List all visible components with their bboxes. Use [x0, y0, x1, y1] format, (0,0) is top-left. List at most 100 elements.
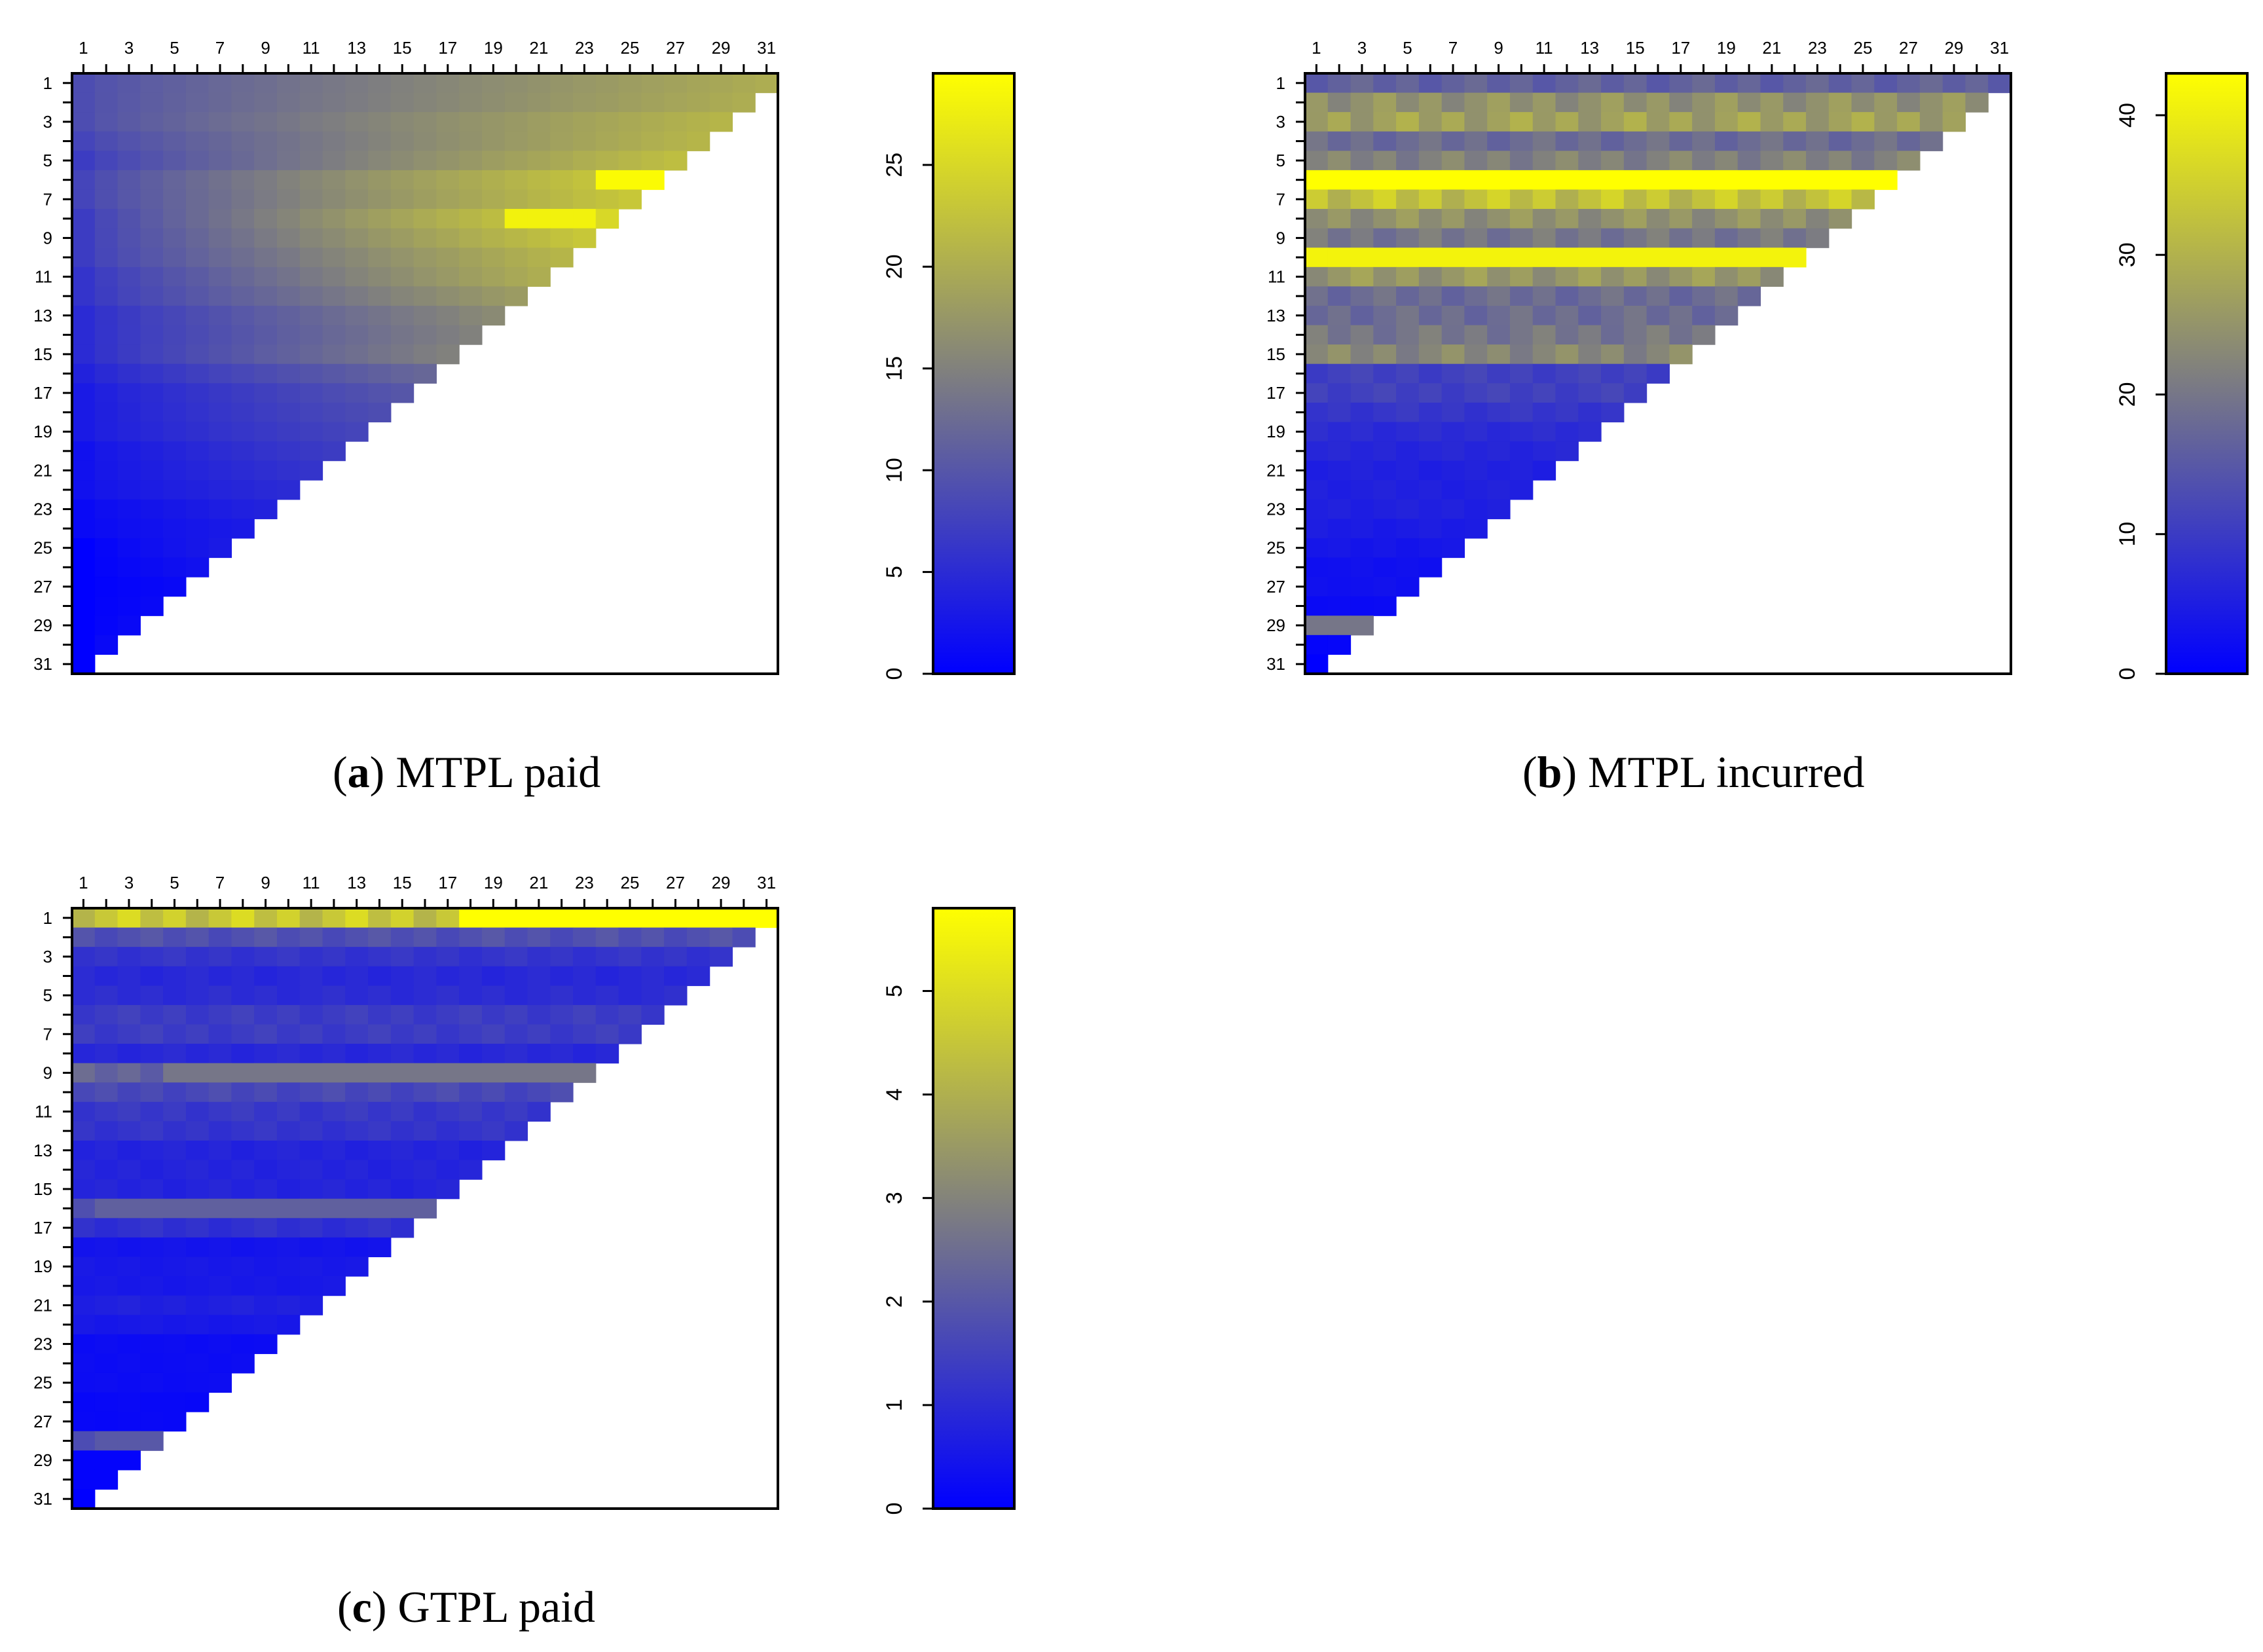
heatmap-cell — [390, 286, 414, 306]
heatmap-cell — [1418, 131, 1443, 151]
heatmap-cell — [664, 131, 688, 151]
heatmap-cell — [1783, 170, 1807, 191]
heatmap-cell — [1418, 92, 1443, 113]
heatmap-cell — [1988, 73, 2012, 94]
heatmap-cell — [345, 325, 369, 345]
heatmap-cell — [276, 1004, 301, 1025]
heatmap-cell — [163, 557, 187, 578]
heatmap-cell — [94, 519, 119, 539]
heatmap-cell — [459, 112, 483, 132]
heatmap-cell — [185, 557, 210, 578]
heatmap-cell — [1555, 151, 1579, 171]
heatmap-cell — [1464, 92, 1488, 113]
heatmap-cell — [413, 73, 437, 94]
heatmap-cell — [208, 305, 232, 326]
heatmap-cell — [459, 1082, 483, 1103]
heatmap-cell — [185, 286, 210, 306]
heatmap-cell — [1305, 228, 1329, 248]
heatmap-cell — [299, 363, 323, 384]
heatmap-cell — [345, 908, 369, 928]
x-tick-label: 3 — [124, 38, 134, 58]
heatmap-cell — [1464, 228, 1488, 248]
y-tick-label: 17 — [1266, 383, 1285, 403]
heatmap-cell — [436, 248, 460, 268]
x-tick-label: 11 — [303, 873, 320, 892]
heatmap-cell — [94, 615, 119, 636]
heatmap-cell — [1623, 344, 1647, 365]
heatmap-cell — [163, 131, 187, 151]
heatmap-cell — [1509, 305, 1534, 326]
heatmap-cell — [1305, 73, 1329, 94]
heatmap-cell — [504, 266, 528, 287]
heatmap-cell — [1373, 538, 1397, 559]
heatmap-cell — [390, 1024, 414, 1044]
heatmap-cell — [140, 596, 164, 616]
heatmap-cell — [208, 1063, 232, 1083]
heatmap-cell — [664, 908, 688, 928]
heatmap-cell — [1396, 538, 1420, 559]
heatmap-cell — [117, 1450, 141, 1471]
heatmap-cell — [1350, 92, 1374, 113]
x-tick-label: 1 — [1312, 38, 1321, 58]
heatmap-cell — [1760, 248, 1784, 268]
heatmap-cell — [459, 266, 483, 287]
y-tick-label: 15 — [1266, 344, 1285, 364]
heatmap-cell — [72, 1140, 96, 1161]
heatmap-cell — [436, 131, 460, 151]
heatmap-cell — [1623, 151, 1647, 171]
heatmap-cell — [1350, 73, 1374, 94]
heatmap-cell — [140, 92, 164, 113]
heatmap-cell — [1509, 131, 1534, 151]
heatmap-cell — [618, 151, 642, 171]
heatmap-cell — [436, 305, 460, 326]
heatmap-cell — [163, 363, 187, 384]
heatmap-cell — [299, 441, 323, 462]
heatmap-cell — [1692, 189, 1716, 210]
heatmap-cell — [322, 1276, 346, 1296]
heatmap-cell — [1464, 499, 1488, 519]
heatmap-cell — [1646, 228, 1670, 248]
x-axis-top: 1 3 5 7 9 11 13 15 17 19 21 23 25 27 29 31 — [79, 873, 776, 908]
heatmap-cell — [1555, 286, 1579, 306]
heatmap-cell — [1441, 519, 1465, 539]
heatmap-cell — [1418, 305, 1443, 326]
heatmap-cell — [618, 985, 642, 1006]
heatmap-cell — [436, 1140, 460, 1161]
heatmap-cell — [1327, 344, 1352, 365]
x-tick-label: 3 — [1357, 38, 1367, 58]
heatmap-cell — [368, 1063, 392, 1083]
heatmap-cell — [117, 325, 141, 345]
x-tick-label: 13 — [347, 38, 366, 58]
heatmap-cell — [459, 305, 483, 326]
heatmap-cell — [1509, 325, 1534, 345]
heatmap-cell — [231, 1334, 255, 1354]
heatmap-cell — [163, 499, 187, 519]
heatmap-cell — [1601, 189, 1625, 210]
heatmap-cell — [1441, 209, 1465, 229]
heatmap-cell — [254, 209, 278, 229]
heatmap-cell — [322, 248, 346, 268]
heatmap-cell — [345, 344, 369, 365]
heatmap-cell — [390, 325, 414, 345]
heatmap-cell — [299, 1004, 323, 1025]
heatmap-cell — [1441, 422, 1465, 442]
heatmap-cell — [1669, 112, 1693, 132]
heatmap-cell — [299, 927, 323, 947]
heatmap-cell — [573, 1063, 597, 1083]
heatmap-cell — [1373, 189, 1397, 210]
heatmap-cell — [1487, 151, 1511, 171]
heatmap-cell — [1327, 92, 1352, 113]
heatmap-cell — [1509, 73, 1534, 94]
heatmap-cell — [322, 228, 346, 248]
heatmap-cell — [481, 908, 506, 928]
heatmap-cell — [390, 908, 414, 928]
heatmap-cell — [140, 1392, 164, 1412]
heatmap-cell — [1942, 112, 1966, 132]
heatmap-cell — [1828, 131, 1852, 151]
heatmap-cell — [1418, 112, 1443, 132]
heatmap-cell — [276, 344, 301, 365]
heatmap-cell — [481, 1044, 506, 1064]
heatmap-cell — [94, 1160, 119, 1180]
heatmap-cell — [1327, 538, 1352, 559]
heatmap-cell — [1851, 73, 1875, 94]
